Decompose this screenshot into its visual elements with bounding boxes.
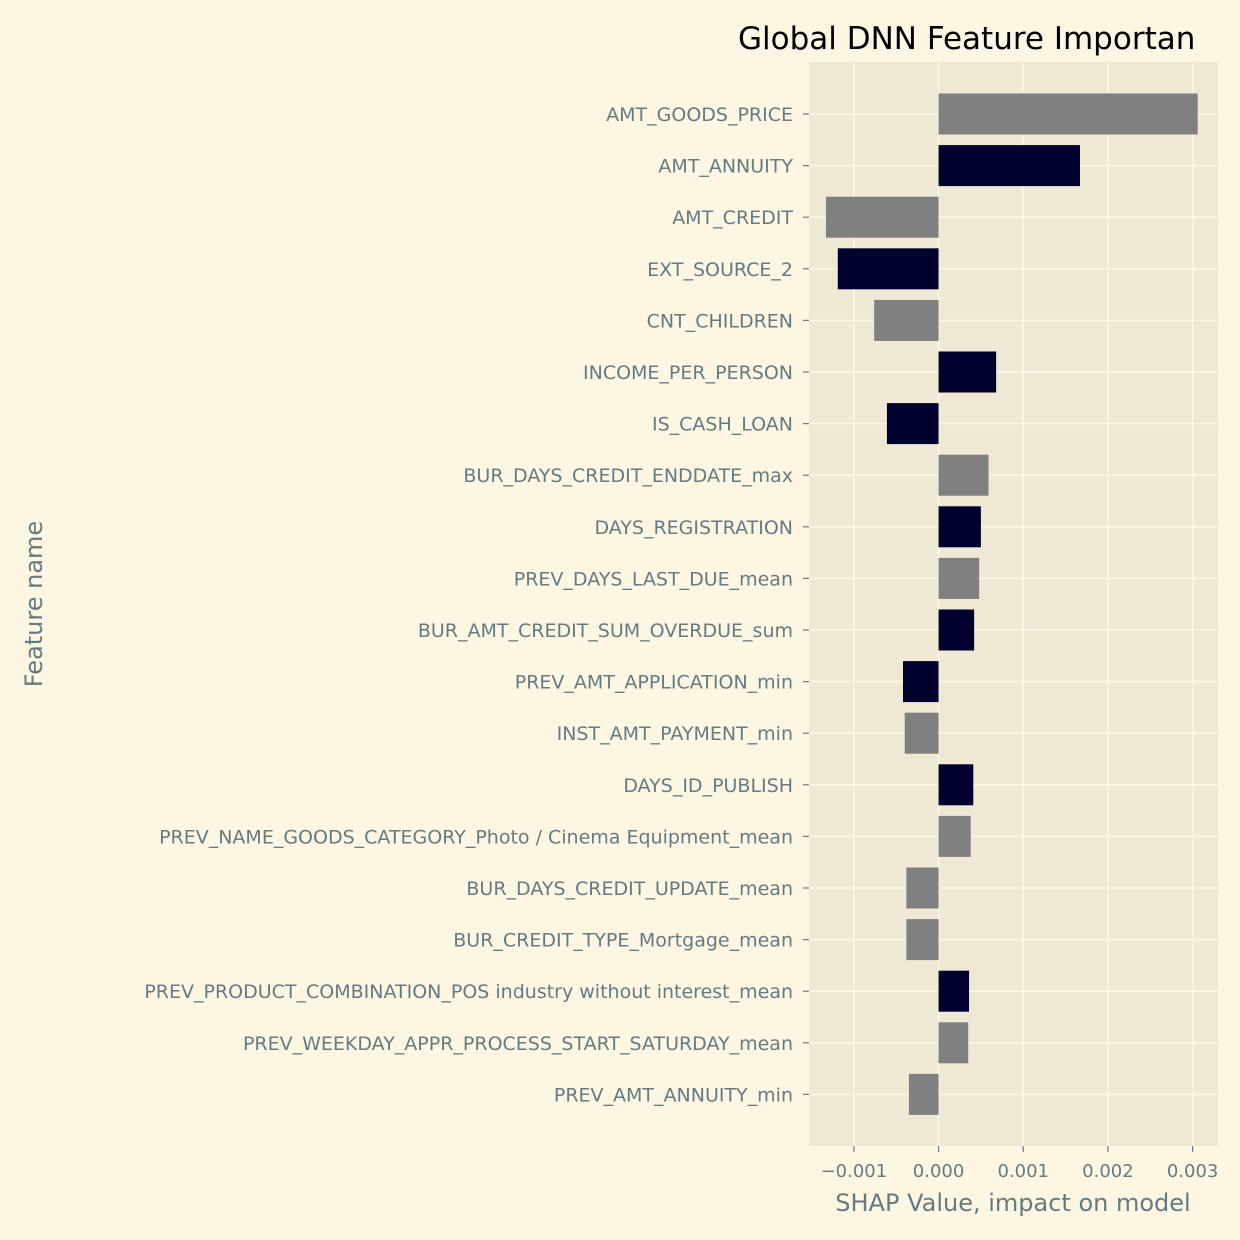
bar <box>874 299 939 341</box>
plot-background <box>809 62 1218 1146</box>
y-tick-label: BUR_DAYS_CREDIT_ENDDATE_max <box>463 465 793 487</box>
bars-layer <box>825 93 1198 1115</box>
bar <box>938 557 980 599</box>
y-tick-label: EXT_SOURCE_2 <box>647 259 793 281</box>
bar <box>938 93 1198 135</box>
x-tick-labels: −0.001 0.000 0.001 0.002 0.003 <box>821 1146 1219 1182</box>
y-tick-label: INST_AMT_PAYMENT_min <box>557 723 793 745</box>
chart-title: Global DNN Feature Importan <box>738 21 1195 57</box>
y-tick-label: PREV_WEEKDAY_APPR_PROCESS_START_SATURDAY… <box>243 1033 793 1055</box>
bar <box>938 145 1080 187</box>
y-tick-label: AMT_GOODS_PRICE <box>606 104 793 126</box>
x-tick-label: 0.003 <box>1167 1161 1219 1182</box>
y-tick-label: PREV_AMT_ANNUITY_min <box>554 1084 793 1106</box>
y-tick-label: IS_CASH_LOAN <box>652 414 793 436</box>
y-tick-label: PREV_NAME_GOODS_CATEGORY_Photo / Cinema … <box>159 826 793 848</box>
x-tick-label: 0.001 <box>997 1161 1049 1182</box>
x-axis-label: SHAP Value, impact on model <box>835 1189 1190 1217</box>
bar <box>902 661 939 703</box>
bar <box>904 712 939 754</box>
bar <box>825 196 939 238</box>
bar <box>938 351 997 393</box>
bar <box>938 1022 969 1064</box>
bar <box>938 506 981 548</box>
bar <box>938 454 989 496</box>
y-tick-label: AMT_CREDIT <box>672 207 793 229</box>
x-tick-label: 0.000 <box>913 1161 965 1182</box>
bar <box>938 970 970 1012</box>
y-tick-label: PREV_DAYS_LAST_DUE_mean <box>514 568 793 590</box>
y-tick-label: BUR_AMT_CREDIT_SUM_OVERDUE_sum <box>418 620 793 642</box>
y-tick-label: AMT_ANNUITY <box>658 156 793 178</box>
y-tick-label: CNT_CHILDREN <box>647 310 793 332</box>
x-tick-label: 0.002 <box>1082 1161 1134 1182</box>
bar <box>938 764 974 806</box>
y-tick-label: DAYS_REGISTRATION <box>594 517 793 539</box>
bar <box>908 1073 939 1115</box>
bar <box>837 248 939 290</box>
y-tick-label: BUR_DAYS_CREDIT_UPDATE_mean <box>466 878 793 900</box>
y-tick-label: PREV_PRODUCT_COMBINATION_POS industry wi… <box>144 981 793 1003</box>
y-tick-label: BUR_CREDIT_TYPE_Mortgage_mean <box>453 930 793 952</box>
bar <box>886 403 939 445</box>
bar <box>938 609 975 651</box>
y-tick-label: DAYS_ID_PUBLISH <box>623 775 793 797</box>
bar <box>906 919 939 961</box>
y-tick-labels: AMT_GOODS_PRICE AMT_ANNUITY AMT_CREDIT EXT_… <box>144 104 809 1106</box>
y-tick-label: INCOME_PER_PERSON <box>583 362 793 384</box>
bar <box>906 867 939 909</box>
bar <box>938 815 971 857</box>
y-tick-label: PREV_AMT_APPLICATION_min <box>515 672 793 694</box>
x-tick-label: −0.001 <box>821 1161 888 1182</box>
y-axis-label: Feature name <box>20 521 48 687</box>
